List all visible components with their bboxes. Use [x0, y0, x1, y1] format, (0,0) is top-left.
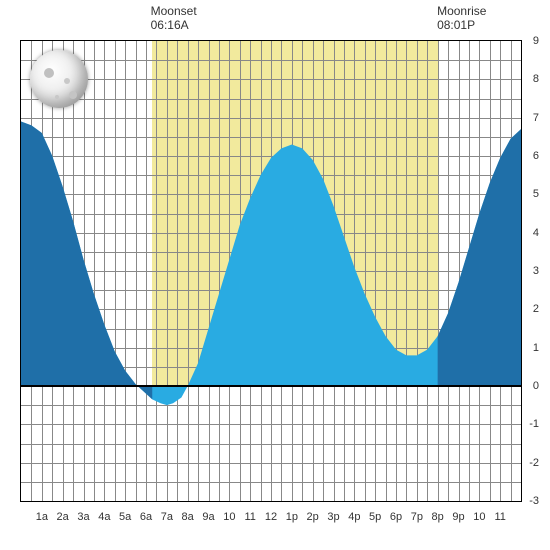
y-tick-label: 1: [533, 342, 539, 354]
y-tick-label: 8: [533, 73, 539, 85]
event-title: Moonrise: [437, 4, 486, 18]
tide-chart: 1a2a3a4a5a6a7a8a9a1011121p2p3p4p5p6p7p8p…: [0, 0, 550, 550]
tide-fill-dark: [438, 129, 521, 386]
x-tick-label: 2a: [57, 511, 69, 523]
tide-area: [21, 41, 521, 501]
x-tick-label: 4a: [98, 511, 110, 523]
x-tick-label: 8p: [432, 511, 444, 523]
y-tick-label: -3: [529, 495, 539, 507]
x-tick-label: 5a: [119, 511, 131, 523]
y-tick-label: 5: [533, 188, 539, 200]
x-tick-label: 1a: [36, 511, 48, 523]
x-tick-label: 6a: [140, 511, 152, 523]
y-tick-label: 7: [533, 112, 539, 124]
moonrise-label: Moonrise08:01P: [437, 4, 486, 33]
x-tick-label: 5p: [369, 511, 381, 523]
y-tick-label: -1: [529, 418, 539, 430]
event-time: 08:01P: [437, 18, 486, 32]
tide-fill-dark: [21, 122, 152, 400]
x-tick-label: 10: [473, 511, 485, 523]
x-tick-label: 6p: [390, 511, 402, 523]
moon-phase-icon: [30, 50, 88, 108]
y-tick-label: 3: [533, 265, 539, 277]
x-tick-label: 1p: [286, 511, 298, 523]
event-time: 06:16A: [151, 18, 197, 32]
x-tick-label: 11: [244, 511, 255, 523]
y-tick-label: 6: [533, 150, 539, 162]
y-tick-label: 9: [533, 35, 539, 47]
x-tick-label: 12: [265, 511, 277, 523]
x-tick-label: 2p: [307, 511, 319, 523]
event-title: Moonset: [151, 4, 197, 18]
x-tick-label: 9p: [452, 511, 464, 523]
y-tick-label: 4: [533, 227, 539, 239]
x-tick-label: 8a: [182, 511, 194, 523]
x-tick-label: 4p: [348, 511, 360, 523]
x-tick-label: 11: [494, 511, 505, 523]
zero-line: [21, 385, 521, 387]
x-tick-label: 10: [223, 511, 235, 523]
plot-area: 1a2a3a4a5a6a7a8a9a1011121p2p3p4p5p6p7p8p…: [20, 40, 522, 502]
x-tick-label: 3p: [327, 511, 339, 523]
x-tick-label: 9a: [202, 511, 214, 523]
y-tick-label: 0: [533, 380, 539, 392]
x-tick-label: 3a: [77, 511, 89, 523]
moonset-label: Moonset06:16A: [151, 4, 197, 33]
x-tick-label: 7a: [161, 511, 173, 523]
y-tick-label: 2: [533, 303, 539, 315]
x-tick-label: 7p: [411, 511, 423, 523]
y-tick-label: -2: [529, 457, 539, 469]
